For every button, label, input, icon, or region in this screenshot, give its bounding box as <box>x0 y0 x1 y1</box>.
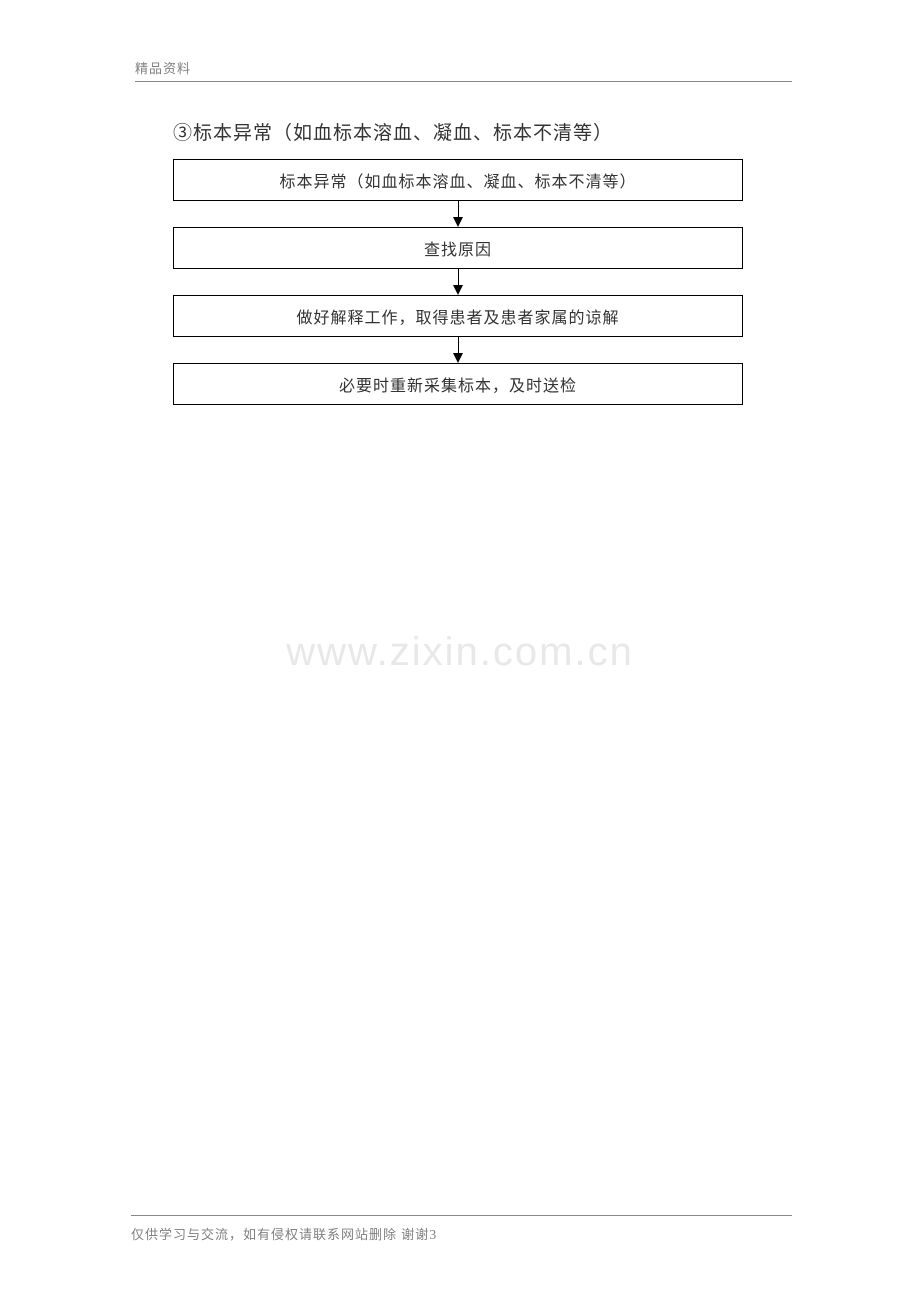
page-footer: 仅供学习与交流，如有侵权请联系网站删除 谢谢3 <box>131 1215 792 1244</box>
header-text: 精品资料 <box>135 61 191 76</box>
flow-arrow-icon <box>453 337 463 363</box>
flow-arrow-icon <box>453 269 463 295</box>
flow-box-2: 查找原因 <box>173 227 743 269</box>
flowchart: 标本异常（如血标本溶血、凝血、标本不清等） 查找原因 做好解释工作，取得患者及患… <box>173 159 743 405</box>
flow-arrow-icon <box>453 201 463 227</box>
watermark-text: www.zixin.com.cn <box>286 630 634 675</box>
footer-text: 仅供学习与交流，如有侵权请联系网站删除 谢谢3 <box>131 1227 437 1242</box>
footer-message: 仅供学习与交流，如有侵权请联系网站删除 谢谢 <box>131 1227 429 1242</box>
flow-box-3: 做好解释工作，取得患者及患者家属的谅解 <box>173 295 743 337</box>
page-header: 精品资料 <box>135 58 792 82</box>
flow-box-1: 标本异常（如血标本溶血、凝血、标本不清等） <box>173 159 743 201</box>
page-container: 精品资料 ③标本异常（如血标本溶血、凝血、标本不清等） 标本异常（如血标本溶血、… <box>0 0 920 1302</box>
section-title: ③标本异常（如血标本溶血、凝血、标本不清等） <box>173 118 743 145</box>
page-number: 3 <box>429 1228 437 1243</box>
main-content: ③标本异常（如血标本溶血、凝血、标本不清等） 标本异常（如血标本溶血、凝血、标本… <box>173 118 743 405</box>
flow-box-4: 必要时重新采集标本，及时送检 <box>173 363 743 405</box>
